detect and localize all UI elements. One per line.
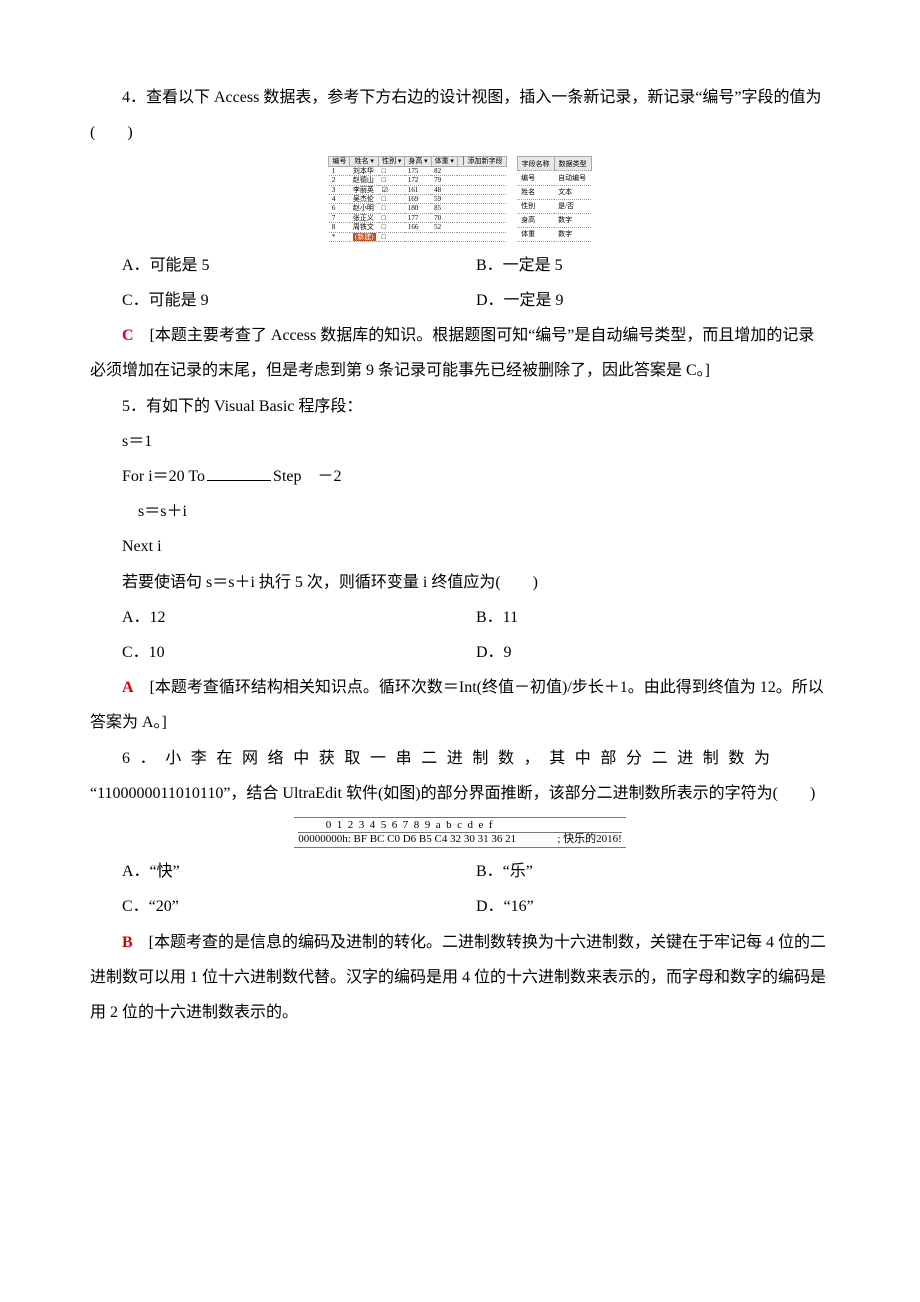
- table-row: 性别是/否: [517, 199, 591, 213]
- q4-opt-c: C．可能是 9: [122, 283, 476, 318]
- table-row: 2赵德山□17279: [329, 176, 506, 185]
- q4-options-row1: A．可能是 5 B．一定是 5: [90, 248, 830, 283]
- q5-answer: A [本题考查循环结构相关知识点。循环次数＝Int(终值－初值)/步长＋1。由此…: [90, 670, 830, 740]
- q6-answer-text: [本题考查的是信息的编码及进制的转化。二进制数转换为十六进制数，关键在于牢记每 …: [90, 934, 826, 1021]
- q6-options-row1: A．“快” B．“乐”: [90, 854, 830, 889]
- q5-code-3: s＝s＋i: [90, 494, 830, 529]
- q6-opt-a: A．“快”: [122, 854, 476, 889]
- q4-answer-letter: C: [122, 327, 134, 344]
- q5-options-row1: A．12 B．11: [90, 600, 830, 635]
- q6-figure: 0 1 2 3 4 5 6 7 8 9 a b c d e f00000000h…: [90, 817, 830, 848]
- q6-hexdump: 0 1 2 3 4 5 6 7 8 9 a b c d e f00000000h…: [294, 817, 626, 848]
- q5-options-row2: C．10 D．9: [90, 635, 830, 670]
- q5-code-2: For i＝20 ToStep －2: [90, 459, 830, 494]
- table-row: 体重数字: [517, 227, 591, 241]
- q4-th-sex: 性别 ▾: [379, 157, 405, 166]
- q4-figure: 编号 姓名 ▾ 性别 ▾ 身高 ▾ 体重 ▾ │ 添加新字段 1刘本华□1758…: [90, 156, 830, 242]
- table-row: 4吴杰伦□16959: [329, 194, 506, 203]
- q5-stem: 5．有如下的 Visual Basic 程序段：: [90, 389, 830, 424]
- q6-answer-letter: B: [122, 934, 133, 951]
- q4-stem: 4．查看以下 Access 数据表，参考下方右边的设计视图，插入一条新记录，新记…: [90, 80, 830, 150]
- q6-stem-a: 6．小李在网络中获取一串二进制数，其中部分二进制数为: [90, 741, 830, 776]
- q4-opt-a: A．可能是 5: [122, 248, 476, 283]
- blank-input-icon: [207, 464, 271, 481]
- q5-opt-b: B．11: [476, 600, 830, 635]
- table-row: 3李丽英☑16148: [329, 185, 506, 194]
- q4-opt-b: B．一定是 5: [476, 248, 830, 283]
- table-row: 身高数字: [517, 213, 591, 227]
- table-row: 7张正义□17770: [329, 213, 506, 222]
- q5-ask: 若要使语句 s＝s＋i 执行 5 次，则循环变量 i 终值应为( ): [90, 565, 830, 600]
- q5-opt-c: C．10: [122, 635, 476, 670]
- q6-hex-line: 00000000h: BF BC C0 D6 B5 C4 32 30 31 36…: [298, 833, 622, 845]
- q4-th-weight: 体重 ▾: [431, 157, 457, 166]
- table-row-new: *(新建)□: [329, 232, 506, 241]
- table-row: 8周铁文□16652: [329, 223, 506, 232]
- q4-th-id: 编号: [329, 157, 350, 166]
- q4-answer: C [本题主要考查了 Access 数据库的知识。根据题图可知“编号”是自动编号…: [90, 318, 830, 388]
- q6-stem-b: “1100000011010110”，结合 UltraEdit 软件(如图)的部…: [90, 776, 830, 811]
- q4-answer-text: [本题主要考查了 Access 数据库的知识。根据题图可知“编号”是自动编号类型…: [90, 327, 814, 379]
- q4-options-row2: C．可能是 9 D．一定是 9: [90, 283, 830, 318]
- table-row: 1刘本华□17582: [329, 166, 506, 175]
- q5-answer-text: [本题考查循环结构相关知识点。循环次数＝Int(终值－初值)/步长＋1。由此得到…: [90, 679, 824, 731]
- table-row: 6赵小明□18085: [329, 204, 506, 213]
- q4-th-add: │ 添加新字段: [457, 157, 506, 166]
- q4-th-name: 姓名 ▾: [350, 157, 379, 166]
- q6-hex-header: 0 1 2 3 4 5 6 7 8 9 a b c d e f: [298, 819, 622, 833]
- q5-opt-d: D．9: [476, 635, 830, 670]
- q5-code-1: s＝1: [90, 424, 830, 459]
- q6-opt-c: C．“20”: [122, 889, 476, 924]
- q4-design-view: 字段名称数据类型 编号自动编号 姓名文本 性别是/否 身高数字 体重数字: [517, 156, 592, 242]
- q4-side-th1: 字段名称: [517, 157, 554, 171]
- q6-opt-b: B．“乐”: [476, 854, 830, 889]
- q6-opt-d: D．“16”: [476, 889, 830, 924]
- q5-opt-a: A．12: [122, 600, 476, 635]
- q6-answer: B [本题考查的是信息的编码及进制的转化。二进制数转换为十六进制数，关键在于牢记…: [90, 925, 830, 1031]
- q4-opt-d: D．一定是 9: [476, 283, 830, 318]
- q4-access-table: 编号 姓名 ▾ 性别 ▾ 身高 ▾ 体重 ▾ │ 添加新字段 1刘本华□1758…: [328, 156, 506, 242]
- q5-answer-letter: A: [122, 679, 134, 696]
- q4-th-height: 身高 ▾: [405, 157, 431, 166]
- table-row: 姓名文本: [517, 185, 591, 199]
- q4-side-th2: 数据类型: [554, 157, 591, 171]
- q6-options-row2: C．“20” D．“16”: [90, 889, 830, 924]
- q5-code-4: Next i: [90, 529, 830, 564]
- table-row: 编号自动编号: [517, 171, 591, 185]
